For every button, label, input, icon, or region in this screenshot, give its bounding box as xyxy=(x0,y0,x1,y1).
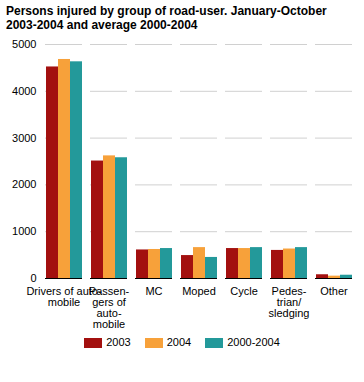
html-text:Persons injured by group of ro: Persons injured by group of road-user. J… xyxy=(6,4,327,32)
svg-text:Passen-gers ofauto-mobile: Passen-gers ofauto-mobile xyxy=(89,285,130,330)
svg-text:2000: 2000 xyxy=(12,178,36,190)
svg-text:3000: 3000 xyxy=(12,132,36,144)
svg-text:4000: 4000 xyxy=(12,85,36,97)
svg-text:Other: Other xyxy=(320,285,348,297)
html-text:mobile: mobile xyxy=(47,296,81,309)
html-text:2004: 2004 xyxy=(166,336,192,348)
svg-text:1000: 1000 xyxy=(12,225,36,237)
html-text:2003: 2003 xyxy=(106,336,131,348)
svg-text:0: 0 xyxy=(30,272,36,284)
svg-text:Moped: Moped xyxy=(182,285,216,297)
html-text:Drivers of auto-: Drivers of auto- xyxy=(26,285,102,298)
svg-text:Pedes-trian/sledging: Pedes-trian/sledging xyxy=(269,285,310,319)
svg-text:MC: MC xyxy=(145,285,162,297)
svg-text:Cycle: Cycle xyxy=(230,285,258,297)
svg-text:5000: 5000 xyxy=(12,38,36,50)
html-text:2000-2004: 2000-2004 xyxy=(227,336,280,348)
